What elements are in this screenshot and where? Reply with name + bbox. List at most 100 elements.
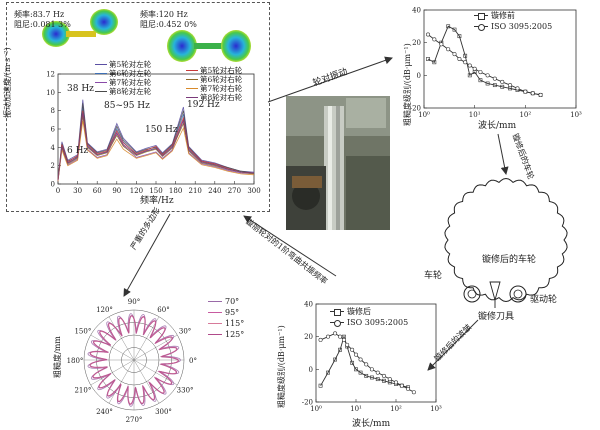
roughness-point-square xyxy=(354,367,358,372)
spectrum-x-tick-label: 90 xyxy=(112,187,121,195)
roughness-point-circle xyxy=(515,86,520,91)
annotation-85-95hz: 85~95 Hz xyxy=(104,101,150,111)
legend-marker xyxy=(478,12,485,20)
roughness-point-circle xyxy=(472,66,477,71)
roughness-point-circle xyxy=(432,37,437,42)
polar-angle-label: 90° xyxy=(128,298,140,306)
roughness-point-square xyxy=(382,378,386,383)
spectrum-y-tick-label: 2 xyxy=(51,162,55,170)
polygonal-wheel-outline xyxy=(444,177,568,303)
roughness-point-square xyxy=(358,370,363,375)
roughness-point-square xyxy=(370,375,374,380)
roughness-point-circle xyxy=(406,386,411,391)
roughness-point-circle xyxy=(341,337,346,342)
polar-angle-label: 60° xyxy=(157,306,169,314)
roughness-point-circle xyxy=(467,63,472,68)
label-drive-wheel: 驱动轮 xyxy=(530,295,558,305)
legend-entry: 第8轮对左轮 xyxy=(95,87,151,96)
roughness-point-square xyxy=(467,73,472,78)
legend-swatch xyxy=(95,64,107,65)
roughness-series-line-1 xyxy=(320,335,409,388)
polar-legend: 70° 95° 115° 125° xyxy=(208,296,244,340)
roughness-point-square xyxy=(485,81,490,86)
roughness-point-circle xyxy=(478,70,483,75)
drive-wheel-left-inner xyxy=(467,289,477,299)
roughness-point-circle xyxy=(485,73,490,78)
legend-label: 70° xyxy=(225,297,240,306)
roughness-y-tick-label: -20 xyxy=(302,399,313,407)
roughness-point-circle xyxy=(345,342,350,347)
spectrum-x-tick-label: 60 xyxy=(93,187,102,195)
legend-entry: 115° xyxy=(208,318,244,329)
legend-swatch xyxy=(208,334,222,335)
legend-marker xyxy=(334,319,341,327)
vibration-panel-frame xyxy=(6,2,270,212)
roughness-point-square xyxy=(375,377,380,382)
roughness-after-ylabel: 粗糙度级别/(dB·μm⁻¹) xyxy=(277,325,286,408)
roughness-point-circle xyxy=(318,337,323,342)
roughness-point-circle xyxy=(394,380,399,385)
legend-swatch xyxy=(186,79,198,80)
legend-entry: 第6轮对右轮 xyxy=(186,75,242,84)
legend-swatch xyxy=(186,97,198,98)
legend-marker xyxy=(334,308,341,316)
roughness-point-square xyxy=(364,373,369,378)
roughness-point-circle xyxy=(500,79,505,84)
roughness-x-tick-label: 10⁰ xyxy=(418,111,430,119)
roughness-point-circle xyxy=(399,383,404,388)
roughness-y-tick-label: 0 xyxy=(309,366,313,374)
arrow-to-roughness-before xyxy=(267,56,393,103)
legend-label: ISO 3095:2005 xyxy=(347,318,409,327)
roughness-point-circle xyxy=(439,42,444,47)
spectrum-x-tick-label: 180 xyxy=(169,187,182,195)
roughness-point-square xyxy=(326,370,330,375)
legend-marker xyxy=(478,23,485,31)
spectrum-y-tick-label: 0 xyxy=(51,181,55,189)
legend-entry: 70° xyxy=(208,296,244,307)
legend-swatch xyxy=(330,308,344,316)
wheel-turning-diagram xyxy=(444,177,568,308)
polar-grid-spoke xyxy=(90,359,135,386)
roughness-after-xlabel: 波长/mm xyxy=(352,419,391,429)
label-wheel: 车轮 xyxy=(424,271,443,281)
legend-entry: 95° xyxy=(208,307,244,318)
roughness-after-legend: 镟修后 ISO 3095:2005 xyxy=(330,306,408,328)
roughness-x-tick-label: 10² xyxy=(519,111,531,119)
polar-angle-label: 300° xyxy=(155,408,172,416)
legend-label: 第6轮对右轮 xyxy=(200,75,243,84)
roughness-x-tick-label: 10³ xyxy=(430,405,442,413)
polar-angle-label: 240° xyxy=(96,408,113,416)
roughness-x-tick-label: 10¹ xyxy=(350,405,362,413)
roughness-point-circle xyxy=(369,367,374,372)
mode2-frequency: 频率:120 Hz xyxy=(140,10,188,19)
legend-entry: 第6轮对左轮 xyxy=(95,69,151,78)
polar-grid-spoke xyxy=(133,316,160,361)
roughness-point-circle xyxy=(446,47,451,52)
roughness-point-square xyxy=(318,383,323,388)
mode-shape-1-image xyxy=(42,9,118,47)
spectrum-x-tick-label: 270 xyxy=(228,187,241,195)
drive-wheel-left-outer xyxy=(463,285,481,303)
legend-entry: 镟修后 xyxy=(330,306,408,317)
roughness-x-tick-label: 10¹ xyxy=(469,111,481,119)
roughness-before-ylabel: 粗糙度级别/(dB·μm⁻¹) xyxy=(403,43,412,126)
roughness-point-circle xyxy=(452,52,457,57)
roughness-point-circle xyxy=(338,334,343,339)
roughness-point-square xyxy=(338,347,342,352)
spectrum-x-tick-label: 150 xyxy=(149,187,162,195)
roughness-x-tick-label: 10⁰ xyxy=(310,405,322,413)
mode-shape-2-image xyxy=(167,30,251,62)
roughness-point-square xyxy=(432,60,437,65)
spectrum-x-tick-label: 240 xyxy=(208,187,221,195)
annotation-38hz: 38 Hz xyxy=(67,84,94,94)
spectrum-xlabel: 频率/Hz xyxy=(140,196,174,206)
annotation-150hz: 150 Hz xyxy=(145,125,178,135)
roughness-point-circle xyxy=(426,32,431,37)
roughness-point-circle xyxy=(326,334,331,339)
roughness-point-square xyxy=(492,83,497,88)
legend-swatch xyxy=(208,323,222,324)
roughness-point-circle xyxy=(457,56,462,61)
roughness-x-tick-label: 10² xyxy=(390,405,402,413)
spectrum-x-tick-label: 120 xyxy=(130,187,143,195)
